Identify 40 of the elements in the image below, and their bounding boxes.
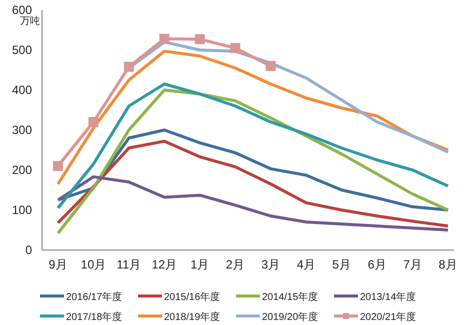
y-tick-label: 600 [12,2,32,17]
y-axis-title: 万吨 [20,15,40,27]
legend-label: 2013/14年度 [360,291,416,303]
legend-label: 2017/18年度 [66,311,122,323]
line-series [56,82,450,210]
x-tick-label: 6月 [368,258,386,272]
x-tick-label: 7月 [403,258,422,272]
line-series [56,88,450,235]
legend-label: 2016/17年度 [66,291,122,303]
legend-label: 2019/20年度 [262,311,318,323]
x-tick-label: 4月 [296,258,316,272]
point [159,34,170,44]
point [88,117,98,127]
x-tick-label: 5月 [332,258,351,272]
x-tick-label: 11月 [116,258,142,272]
y-tick-label: 400 [12,82,32,97]
point [266,61,276,71]
x-tick-label: 1月 [190,258,210,272]
y-tick-label: 100 [12,202,32,217]
x-tick-label: 9月 [48,258,68,272]
legend-label: 2015/16年度 [164,291,220,303]
point [194,34,205,44]
x-tick-label: 8月 [438,258,458,272]
x-tick-label: 2月 [226,258,245,272]
line-series [56,175,450,232]
y-tick-label: 200 [12,162,32,177]
point [230,43,240,53]
legend-label: 2018/19年度 [164,311,220,323]
y-tick-label: 500 [12,42,32,57]
x-tick-label: 10月 [80,258,106,272]
line-series [56,128,450,212]
line-series [56,140,450,228]
legend-label: 2014/15年度 [262,291,318,303]
legend-label: 2020/21年度 [360,311,416,323]
y-tick-label: 300 [12,122,32,137]
point [124,62,134,72]
x-tick-label: 3月 [261,258,280,272]
point [53,161,63,171]
x-tick-label: 12月 [152,258,178,272]
y-tick-label: 0 [25,242,32,257]
